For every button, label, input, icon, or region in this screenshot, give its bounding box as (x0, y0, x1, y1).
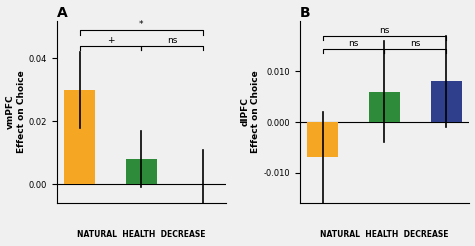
Bar (307, 122, 338, 157)
Bar (369, 92, 400, 122)
Bar (431, 81, 462, 122)
Text: A: A (57, 6, 67, 19)
Text: ns: ns (410, 39, 420, 48)
Text: ns: ns (380, 26, 390, 35)
Text: ns: ns (349, 39, 359, 48)
Y-axis label: vmPFC
Effect on Choice: vmPFC Effect on Choice (6, 71, 26, 153)
Bar (64, 90, 95, 184)
Text: NATURAL  HEALTH  DECREASE: NATURAL HEALTH DECREASE (320, 230, 449, 239)
Text: B: B (300, 6, 310, 19)
Text: ns: ns (167, 36, 178, 45)
Text: NATURAL  HEALTH  DECREASE: NATURAL HEALTH DECREASE (77, 230, 206, 239)
Text: *: * (139, 20, 144, 29)
Y-axis label: dlPFC
Effect on Choice: dlPFC Effect on Choice (240, 71, 260, 153)
Bar (126, 159, 157, 184)
Text: +: + (107, 36, 114, 45)
